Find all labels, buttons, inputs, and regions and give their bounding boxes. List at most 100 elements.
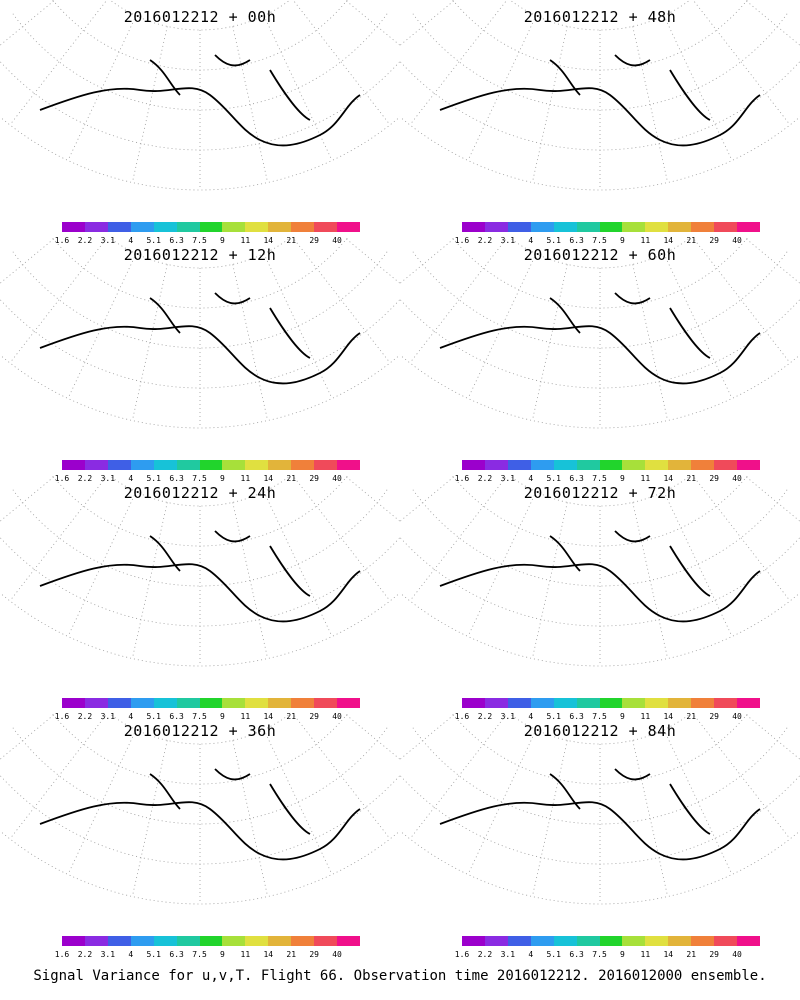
colorbar-swatch <box>530 460 555 470</box>
colorbar-swatch <box>199 460 223 470</box>
variance-region <box>674 622 722 684</box>
variance-region <box>690 395 726 437</box>
colorbar-swatch <box>576 936 601 946</box>
variance-region <box>471 121 569 196</box>
panel-title: 2016012212 + 60h <box>523 246 677 264</box>
variance-core <box>607 160 651 194</box>
panel-title: 2016012212 + 48h <box>523 8 677 26</box>
colorbar-tick-label: 5.1 <box>146 712 161 721</box>
colorbar-tick-label: 3.1 <box>100 236 116 245</box>
colorbar-tick-label: 5.1 <box>146 950 161 959</box>
colorbar-swatch <box>337 222 361 232</box>
variance-core <box>646 322 690 342</box>
colorbar-swatch <box>553 222 578 232</box>
colorbar <box>462 698 761 708</box>
colorbar-swatch <box>222 936 246 946</box>
variance-core <box>616 577 634 599</box>
colorbar-tick-label: 29 <box>309 950 319 959</box>
variance-core <box>678 815 706 859</box>
variance-core <box>575 395 610 414</box>
variance-region <box>601 87 637 158</box>
colorbar-swatch <box>622 460 646 470</box>
colorbar-tick-label: 3.1 <box>500 236 516 245</box>
variance-core <box>637 162 680 188</box>
colorbar-tick-label: 5.1 <box>546 712 561 721</box>
colorbar-tick-label: 11 <box>240 712 251 721</box>
variance-core <box>540 170 550 177</box>
colorbar-labels: 1.6 2.2 3.1 4 5.1 6.3 7.5 9 11 14 21 29 40 <box>55 474 360 486</box>
colorbar <box>62 698 361 708</box>
colorbar-tick-label: 6.3 <box>169 950 184 959</box>
variance-core <box>616 855 636 874</box>
variance-region <box>609 125 660 177</box>
colorbar-swatch <box>107 460 132 470</box>
colorbar-swatch <box>553 936 578 946</box>
colorbar-tick-label: 3.1 <box>500 950 516 959</box>
variance-region <box>604 843 649 885</box>
colorbar-tick-label: 2.2 <box>77 236 93 245</box>
colorbar-tick-label: 7.5 <box>592 474 607 483</box>
variance-region <box>587 846 667 864</box>
colorbar-tick-label: 7.5 <box>192 474 207 483</box>
colorbar-swatch <box>62 698 86 708</box>
colorbar-swatch <box>62 936 86 946</box>
colorbar-tick-label: 6.3 <box>169 236 184 245</box>
colorbar-swatch <box>222 698 246 708</box>
variance-region <box>534 165 557 181</box>
panel-title: 2016012212 + 24h <box>123 484 277 502</box>
colorbar-swatch <box>507 698 532 708</box>
colorbar-tick-label: 1.6 <box>454 236 470 245</box>
colorbar-tick-label: 29 <box>309 236 319 245</box>
colorbar-swatch <box>553 460 578 470</box>
colorbar <box>62 460 361 470</box>
variance-core <box>509 135 542 160</box>
colorbar-tick-label: 5.1 <box>546 950 561 959</box>
figure-caption: Signal Variance for u,v,T. Flight 66. Ob… <box>33 968 767 984</box>
colorbar-swatch <box>199 936 223 946</box>
variance-core <box>554 408 571 417</box>
variance-core <box>615 362 674 386</box>
variance-region <box>619 309 717 354</box>
colorbar-tick-label: 14 <box>663 474 674 483</box>
variance-region <box>615 601 695 654</box>
colorbar-swatch <box>222 460 246 470</box>
variance-core <box>609 851 645 859</box>
colorbar-swatch <box>291 460 315 470</box>
variance-region <box>610 333 645 374</box>
variance-core <box>564 635 579 658</box>
colorbar-swatch <box>153 222 178 232</box>
variance-region <box>111 818 201 886</box>
colorbar-tick-label: 21 <box>686 712 697 721</box>
variance-region <box>137 634 169 671</box>
colorbar-swatch <box>622 222 646 232</box>
variance-core <box>611 139 629 146</box>
colorbar-tick-label: 21 <box>286 236 297 245</box>
colorbar-swatch <box>199 698 223 708</box>
variance-region <box>506 377 566 445</box>
variance-region <box>131 161 157 178</box>
colorbar-tick-label: 21 <box>286 950 297 959</box>
panel-title: 2016012212 + 00h <box>123 8 277 26</box>
variance-region <box>263 620 322 646</box>
colorbar-labels: 1.6 2.2 3.1 4 5.1 6.3 7.5 9 11 14 21 29 40 <box>455 950 760 962</box>
variance-region <box>602 847 741 872</box>
coastline <box>439 530 761 623</box>
colorbar-tick-label: 21 <box>686 474 697 483</box>
variance-core <box>687 639 709 667</box>
colorbar-tick-label: 7.5 <box>192 236 207 245</box>
polar-map <box>0 714 400 905</box>
variance-region <box>554 383 632 426</box>
variance-core <box>572 397 601 408</box>
colorbar-swatch <box>553 698 578 708</box>
colorbar-tick-label: 14 <box>663 712 674 721</box>
variance-region <box>518 816 664 922</box>
polar-map <box>0 238 400 429</box>
colorbar-tick-label: 2.2 <box>77 474 93 483</box>
coastline <box>439 292 761 385</box>
graticule <box>400 714 800 905</box>
variance-region <box>613 324 678 382</box>
variance-region <box>186 871 237 895</box>
colorbar-swatch <box>153 698 178 708</box>
colorbar-swatch <box>462 936 486 946</box>
colorbar-swatch <box>462 222 486 232</box>
